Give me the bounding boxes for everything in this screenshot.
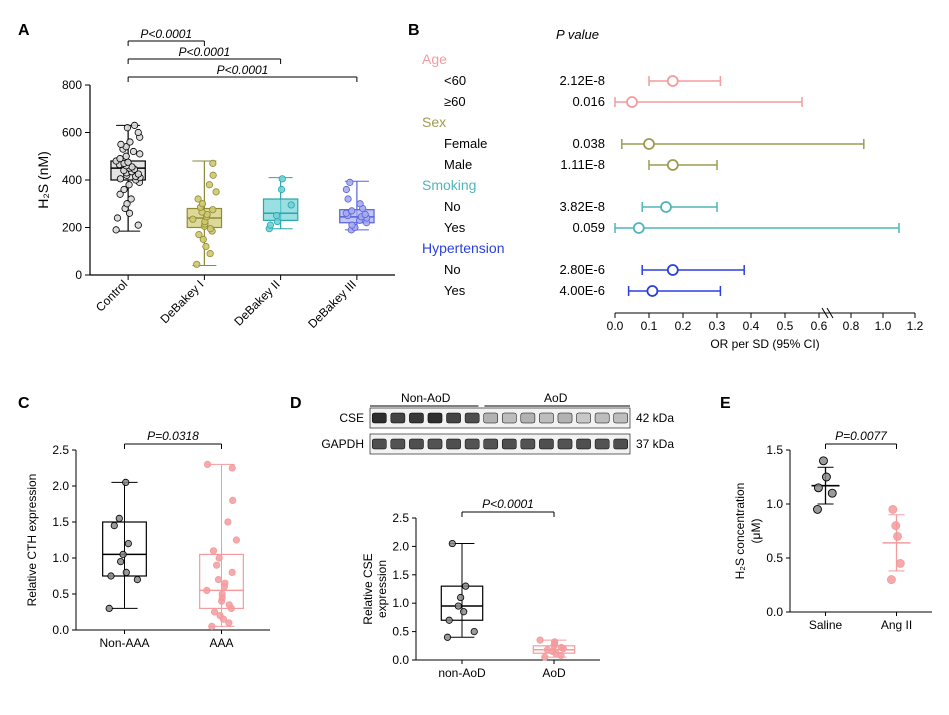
svg-text:2.0: 2.0 [392, 539, 409, 553]
svg-text:<60: <60 [444, 73, 466, 88]
svg-text:0.4: 0.4 [743, 319, 760, 333]
svg-text:P<0.0001: P<0.0001 [140, 27, 192, 41]
svg-text:Hypertension: Hypertension [422, 240, 505, 256]
svg-text:3.82E-8: 3.82E-8 [559, 199, 605, 214]
svg-text:Sex: Sex [422, 114, 446, 130]
svg-text:Ang II: Ang II [881, 618, 912, 632]
svg-text:2.12E-8: 2.12E-8 [559, 73, 605, 88]
svg-text:2.0: 2.0 [52, 479, 69, 493]
svg-text:AoD: AoD [542, 666, 566, 680]
svg-text:expression: expression [375, 560, 389, 618]
svg-text:1.0: 1.0 [766, 497, 783, 511]
svg-text:0.8: 0.8 [843, 319, 860, 333]
svg-text:1.0: 1.0 [392, 596, 409, 610]
svg-text:DeBakey II: DeBakey II [231, 277, 282, 328]
svg-text:Relative CSE: Relative CSE [361, 553, 375, 624]
svg-text:0: 0 [75, 268, 82, 282]
svg-text:P<0.0001: P<0.0001 [179, 45, 231, 59]
svg-text:1.5: 1.5 [52, 515, 69, 529]
svg-text:Non-AAA: Non-AAA [99, 636, 149, 650]
svg-text:≥60: ≥60 [444, 94, 466, 109]
svg-text:1.0: 1.0 [52, 551, 69, 565]
svg-text:0.5: 0.5 [392, 625, 409, 639]
svg-text:1.5: 1.5 [766, 443, 783, 457]
svg-text:OR per SD (95% CI): OR per SD (95% CI) [710, 337, 819, 351]
svg-text:Female: Female [444, 136, 487, 151]
svg-text:P=0.0077: P=0.0077 [835, 429, 888, 443]
svg-text:2.5: 2.5 [52, 443, 69, 457]
svg-text:2.5: 2.5 [392, 511, 409, 525]
svg-text:0.016: 0.016 [572, 94, 605, 109]
svg-text:0.2: 0.2 [675, 319, 692, 333]
panel-c-chart: 0.0 0.5 1.0 1.5 2.0 2.5 Relative CTH expressio… [20, 410, 280, 690]
svg-text:0.1: 0.1 [641, 319, 658, 333]
svg-text:AoD: AoD [544, 391, 568, 405]
svg-text:No: No [444, 199, 461, 214]
svg-text:Smoking: Smoking [422, 177, 476, 193]
panel-label-a: A [18, 22, 30, 40]
svg-text:37 kDa: 37 kDa [636, 437, 674, 451]
svg-text:P<0.0001: P<0.0001 [482, 497, 534, 511]
svg-text:0.0: 0.0 [392, 653, 409, 667]
svg-text:0.5: 0.5 [766, 551, 783, 565]
svg-text:GAPDH: GAPDH [321, 437, 364, 451]
svg-text:non-AoD: non-AoD [438, 666, 486, 680]
panel-e-chart: 0.0 0.5 1.0 1.5 H₂S concentration(μM) Saline A… [730, 410, 940, 670]
svg-text:0.3: 0.3 [709, 319, 726, 333]
svg-text:2.80E-6: 2.80E-6 [559, 262, 605, 277]
svg-text:P<0.0001: P<0.0001 [217, 63, 269, 77]
svg-text:800: 800 [62, 78, 82, 92]
svg-text:H₂S (nM): H₂S (nM) [35, 151, 51, 209]
svg-text:0.038: 0.038 [572, 136, 605, 151]
svg-text:DeBakey I: DeBakey I [157, 277, 206, 326]
svg-text:4.00E-6: 4.00E-6 [559, 283, 605, 298]
panel-a-chart: 0 200 400 600 800 H₂S (nM) Control DeBakey I DeB… [30, 30, 405, 390]
svg-text:DeBakey III: DeBakey III [305, 277, 359, 331]
svg-text:(μM): (μM) [749, 519, 763, 544]
svg-text:400: 400 [62, 173, 82, 187]
svg-text:0.0: 0.0 [607, 319, 624, 333]
svg-text:1.5: 1.5 [392, 568, 409, 582]
svg-text:0.5: 0.5 [52, 587, 69, 601]
svg-text:0.059: 0.059 [572, 220, 605, 235]
svg-text:Male: Male [444, 157, 472, 172]
svg-text:H₂S concentration: H₂S concentration [733, 483, 747, 580]
svg-text:0.5: 0.5 [777, 319, 794, 333]
panel-label-b: B [408, 22, 420, 40]
svg-text:Saline: Saline [809, 618, 843, 632]
svg-text:1.2: 1.2 [907, 319, 924, 333]
svg-text:AAA: AAA [209, 636, 233, 650]
svg-text:Yes: Yes [444, 283, 466, 298]
svg-text:42 kDa: 42 kDa [636, 411, 674, 425]
svg-text:0.0: 0.0 [52, 623, 69, 637]
panel-b-forest: P value Age <60 2.12E-8 ≥60 0.016 Sex Female 0.0… [420, 25, 930, 340]
svg-text:0.0: 0.0 [766, 605, 783, 619]
svg-text:No: No [444, 262, 461, 277]
svg-text:P=0.0318: P=0.0318 [147, 429, 199, 443]
svg-text:1.11E-8: 1.11E-8 [560, 157, 605, 172]
svg-text:Age: Age [422, 51, 447, 67]
svg-text:Control: Control [93, 277, 130, 314]
svg-text:0.6: 0.6 [811, 319, 828, 333]
svg-text:Relative CTH expression: Relative CTH expression [25, 474, 39, 607]
svg-text:CSE: CSE [339, 411, 364, 425]
panel-d-composite: Non-AoDAoDCSE42 kDaGAPDH37 kDa0.00.51.01… [300, 400, 710, 710]
svg-text:Non-AoD: Non-AoD [401, 391, 451, 405]
svg-text:Yes: Yes [444, 220, 466, 235]
svg-text:200: 200 [62, 221, 82, 235]
svg-text:P value: P value [556, 27, 599, 42]
svg-text:1.0: 1.0 [875, 319, 892, 333]
svg-text:600: 600 [62, 126, 82, 140]
